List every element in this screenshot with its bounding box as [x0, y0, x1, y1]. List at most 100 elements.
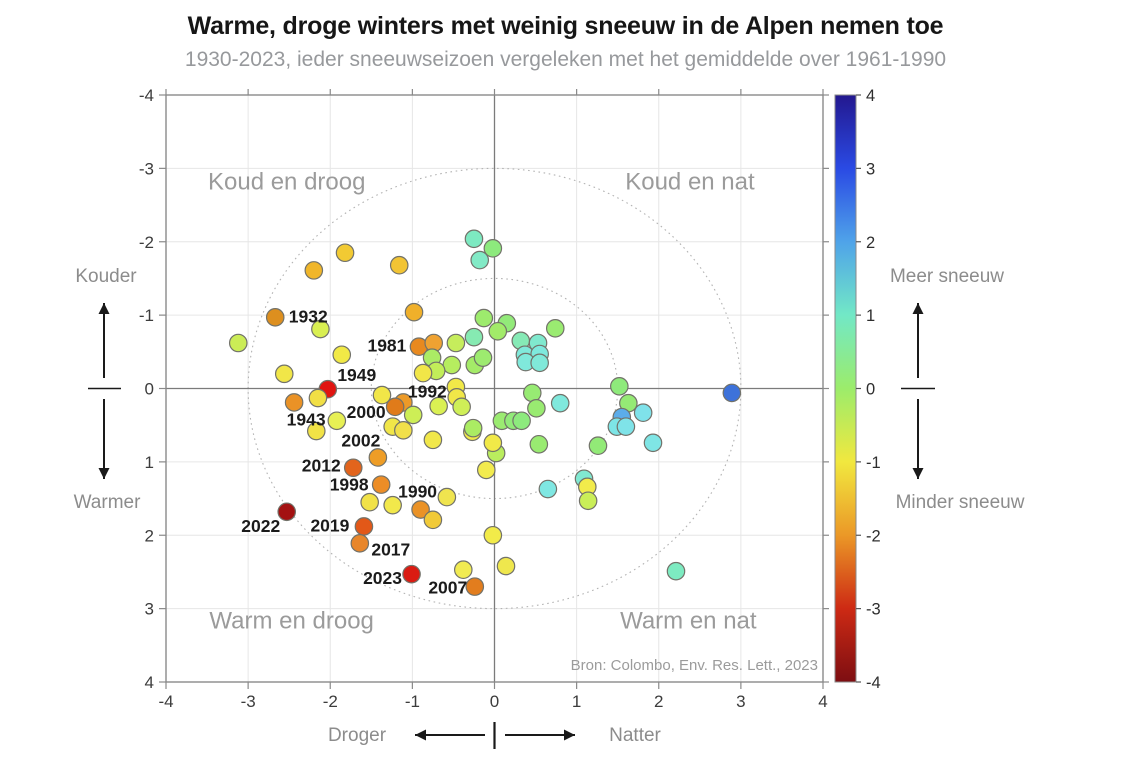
scatter-points [228, 229, 742, 596]
year-label: 1949 [337, 365, 376, 385]
year-label: 1932 [289, 306, 328, 326]
axis-tick-marks [159, 89, 829, 689]
left-arrow-head [415, 729, 426, 741]
y-axis-annotation: Kouder Warmer [74, 266, 142, 513]
year-label: 2002 [341, 430, 380, 450]
y-axis-tick-labels: -4 -3 -2 -1 0 1 2 3 4 [139, 86, 154, 692]
y-tick-label: 0 [145, 380, 154, 399]
data-point-2019 [354, 517, 374, 536]
data-point [311, 319, 330, 339]
data-point [383, 495, 402, 515]
data-point [578, 491, 598, 511]
data-point [643, 433, 663, 453]
x-tick-label: 2 [654, 692, 663, 711]
data-point [404, 302, 424, 322]
data-point [529, 434, 549, 454]
x-axis-tick-labels: -4 -3 -2 -1 0 1 2 3 4 [158, 692, 827, 711]
data-point [308, 388, 328, 408]
quadrant-label: Warm en droog [209, 607, 374, 634]
data-point-2007 [465, 577, 485, 596]
colorbar-tick-label: 2 [866, 234, 875, 252]
data-point [423, 510, 443, 530]
y-tick-label: -1 [139, 306, 154, 325]
droger-label: Droger [328, 725, 387, 746]
year-label: 2000 [347, 402, 386, 422]
data-point [306, 421, 326, 441]
colorbar-tick-label: 4 [866, 87, 875, 105]
data-point [527, 399, 546, 418]
year-label: 2019 [310, 515, 349, 535]
data-point [530, 353, 549, 373]
chart-subtitle: 1930-2023, ieder sneeuwseizoen vergeleke… [184, 48, 947, 71]
y-tick-label: -4 [139, 86, 154, 105]
down-arrow-head [912, 468, 924, 479]
data-point [274, 364, 294, 384]
data-point [332, 345, 352, 365]
data-point [633, 403, 653, 423]
data-point [360, 492, 379, 512]
x-tick-label: 3 [736, 692, 745, 711]
colorbar-tick-label: -3 [866, 601, 881, 619]
data-point-2022 [277, 502, 297, 522]
colorbar-bar [834, 94, 857, 683]
data-point-1990 [411, 500, 430, 519]
y-tick-label: 2 [145, 526, 154, 545]
year-label: 1990 [398, 482, 437, 502]
data-point [403, 405, 423, 425]
x-tick-label: -2 [323, 692, 338, 711]
data-point [550, 393, 570, 413]
year-label: 1992 [408, 381, 447, 401]
data-point-1943 [284, 393, 304, 412]
y-tick-label: 4 [145, 673, 154, 692]
quadrant-label: Koud en droog [208, 169, 365, 196]
data-point [473, 348, 493, 367]
year-label: 2023 [363, 568, 402, 588]
y-tick-label: -2 [139, 233, 154, 252]
data-point [483, 433, 503, 453]
data-point-1932 [265, 308, 285, 327]
y-tick-label: -3 [139, 159, 154, 178]
x-tick-label: 4 [818, 692, 827, 711]
colorbar-tick-label: -2 [866, 527, 881, 545]
y-tick-label: 3 [145, 600, 154, 619]
data-point-2002 [368, 448, 388, 467]
data-point [463, 418, 483, 438]
warmer-label: Warmer [74, 492, 142, 513]
colorbar: 4 3 2 1 0 -1 -2 -3 -4 [834, 87, 881, 692]
data-point [394, 421, 413, 440]
data-point [304, 261, 324, 280]
kouder-label: Kouder [75, 266, 137, 287]
data-point [389, 255, 409, 275]
quadrant-labels: Koud en droog Koud en nat Warm en droog War… [208, 169, 757, 635]
data-point [470, 250, 490, 270]
data-point [616, 417, 636, 436]
year-label: 1943 [287, 409, 326, 429]
colorbar-tick-label: -4 [866, 674, 881, 692]
data-point [327, 411, 347, 431]
data-point [488, 321, 508, 341]
data-point [464, 327, 484, 347]
year-label: 1981 [367, 336, 406, 356]
year-label: 2022 [241, 516, 280, 536]
x-axis-annotation: Droger Natter [328, 722, 662, 749]
data-point [610, 376, 629, 396]
x-tick-label: -3 [241, 692, 256, 711]
data-point [483, 239, 503, 258]
data-point [464, 229, 484, 249]
data-point [474, 308, 494, 328]
data-point [442, 355, 462, 375]
up-arrow-head [912, 303, 924, 314]
colorbar-tick-label: -1 [866, 454, 881, 472]
right-arrow-head [564, 729, 575, 741]
data-point-2017 [350, 534, 370, 553]
meer-sneeuw-label: Meer sneeuw [890, 266, 1004, 287]
data-point [228, 333, 248, 353]
y-tick-label: 1 [145, 453, 154, 472]
data-point [483, 525, 503, 545]
x-tick-label: 0 [490, 692, 499, 711]
data-point [335, 243, 355, 263]
data-point [446, 333, 466, 353]
data-point [538, 479, 558, 499]
